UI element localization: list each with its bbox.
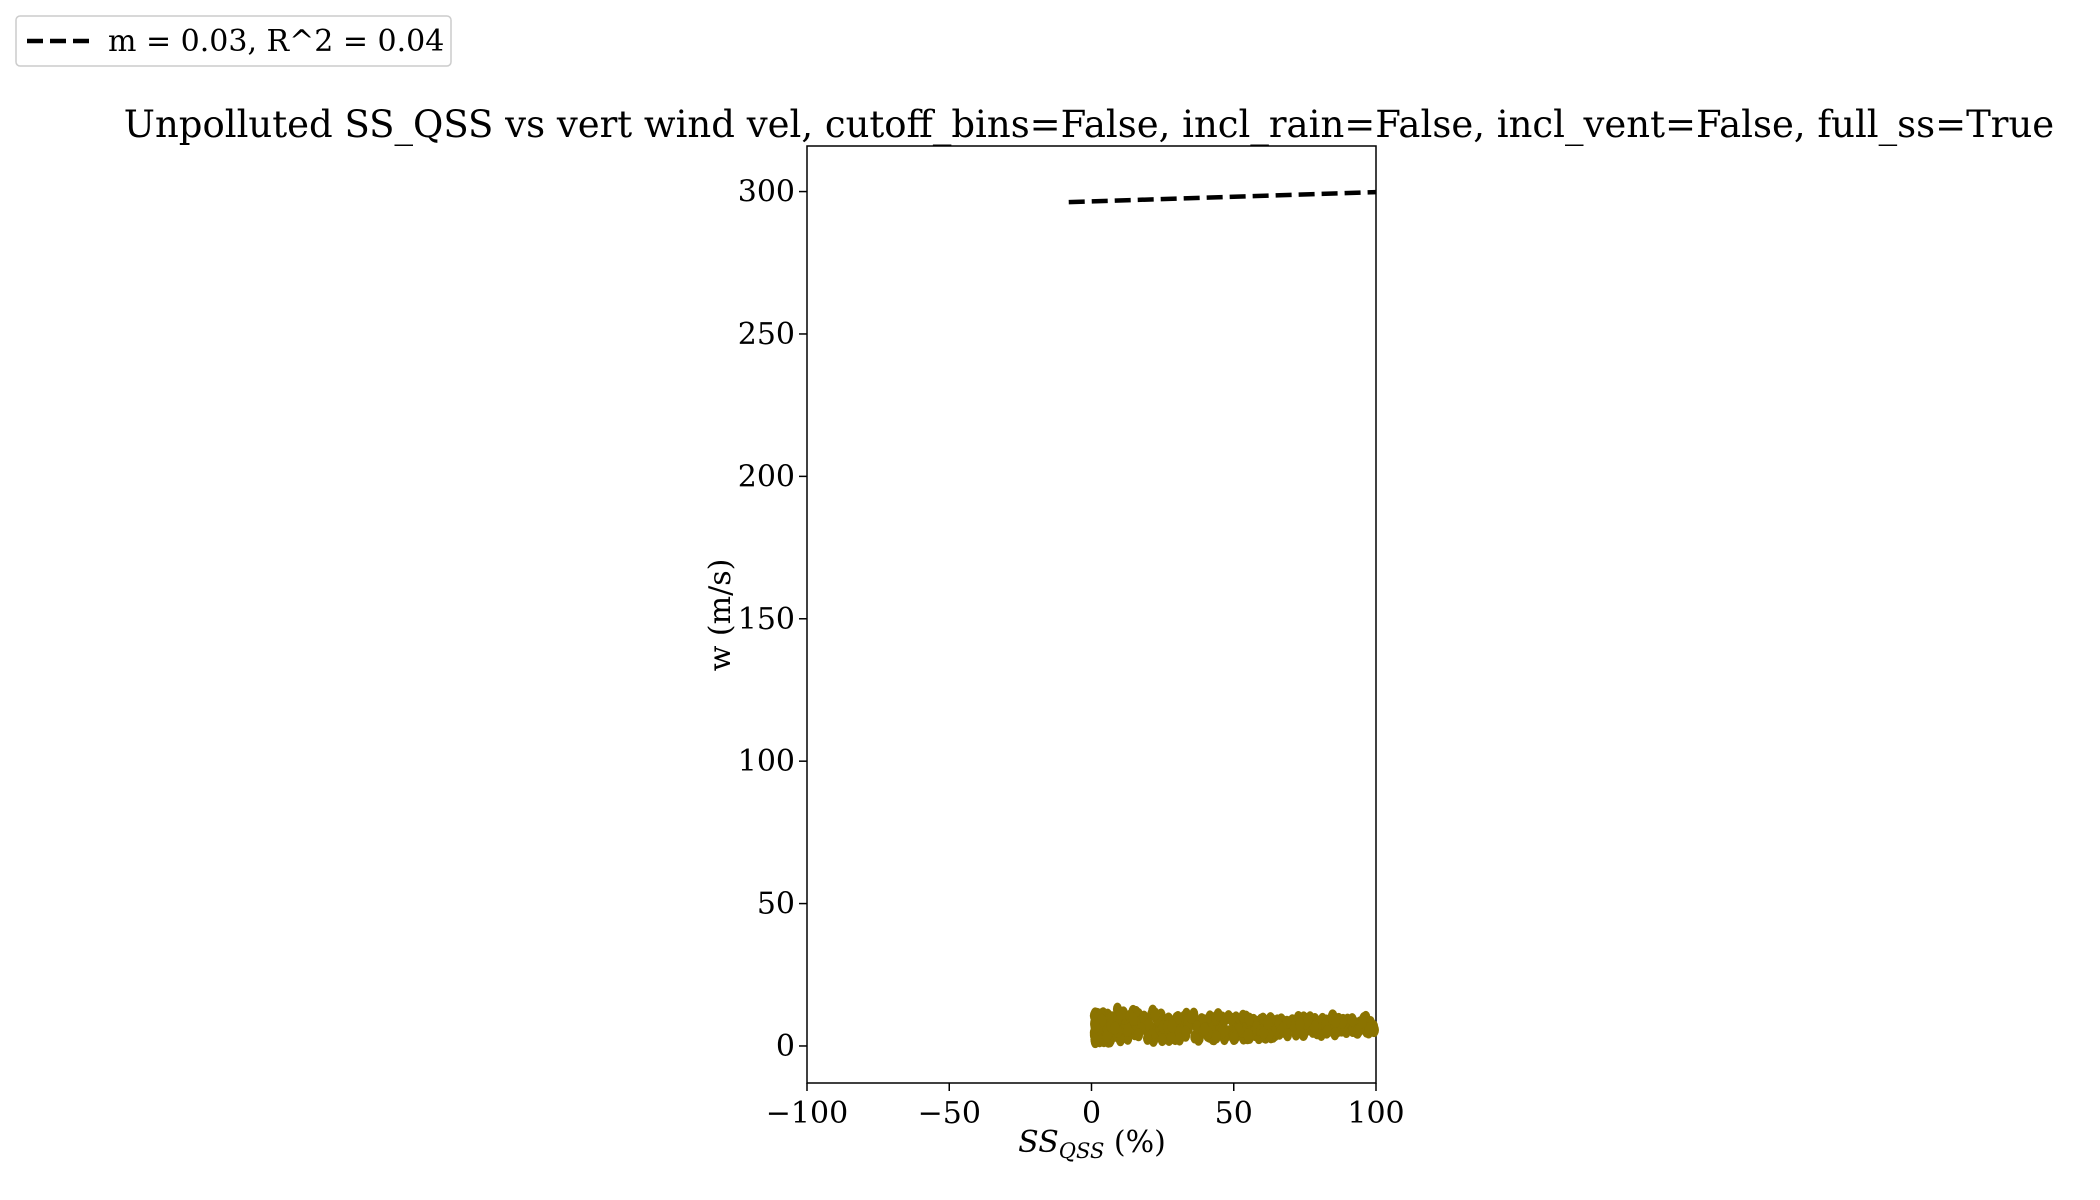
scatter-point xyxy=(1091,1020,1101,1034)
x-axis-label: SSQSS (%) xyxy=(1018,1125,1166,1163)
scatter-point xyxy=(1150,1007,1160,1021)
scatter-point xyxy=(1213,1008,1223,1022)
scatter-point xyxy=(1331,1014,1341,1028)
scatter-point xyxy=(1128,1012,1138,1027)
y-tick-label: 50 xyxy=(757,887,795,922)
scatter-point xyxy=(1181,1025,1191,1039)
y-tick-label: 0 xyxy=(776,1029,795,1064)
scatter-point xyxy=(1282,1028,1293,1042)
scatter-point xyxy=(1173,1010,1183,1025)
fit-line xyxy=(1068,189,1377,205)
fit-line-series xyxy=(1068,189,1377,205)
scatter-point xyxy=(1309,1020,1319,1034)
y-tick-label: 100 xyxy=(738,744,795,779)
scatter-point xyxy=(1157,1032,1167,1047)
x-axis-label-main: SS xyxy=(1018,1125,1059,1160)
scatter-point xyxy=(1244,1012,1254,1026)
scatter-point xyxy=(1298,1027,1308,1041)
scatter-point xyxy=(1322,1024,1332,1039)
y-tick-label: 200 xyxy=(738,459,795,494)
scatter-point xyxy=(1200,1022,1210,1036)
scatter-point xyxy=(1174,1032,1185,1046)
x-axis-ticks: −100 −50 0 50 100 xyxy=(766,1083,1405,1131)
scatter-point xyxy=(1211,1030,1221,1044)
scatter-point xyxy=(1259,1025,1269,1040)
scatter-point xyxy=(1364,1022,1374,1036)
legend-frame xyxy=(15,15,452,67)
y-tick-label: 150 xyxy=(738,602,795,637)
axes-frame xyxy=(806,145,1377,1084)
scatter-point xyxy=(1166,1031,1177,1045)
scatter-point xyxy=(1142,1031,1153,1045)
scatter-point xyxy=(1303,1013,1313,1027)
y-tick-label: 300 xyxy=(738,175,795,210)
scatter-point xyxy=(1186,1010,1196,1024)
scatter-point xyxy=(1220,1012,1230,1026)
scatter-point xyxy=(1347,1013,1357,1027)
legend-label: m = 0.03, R^2 = 0.04 xyxy=(108,24,444,59)
x-tick-label: 50 xyxy=(1215,1096,1253,1131)
scatter-point xyxy=(1133,1028,1144,1042)
plot-area xyxy=(806,145,1379,1084)
x-tick-label: 0 xyxy=(1082,1096,1101,1131)
scatter-point xyxy=(1190,1030,1200,1044)
y-tick-label: 250 xyxy=(738,317,795,352)
scatter-series xyxy=(1089,1002,1379,1049)
x-tick-label: −50 xyxy=(918,1096,981,1131)
scatter-point xyxy=(1357,1015,1367,1029)
x-tick-label: −100 xyxy=(766,1096,848,1131)
scatter-point xyxy=(1144,1017,1154,1031)
scatter-point xyxy=(1262,1016,1273,1030)
legend: m = 0.03, R^2 = 0.04 xyxy=(15,15,452,67)
scatter-point xyxy=(1167,1019,1177,1033)
x-axis-label-unit: (%) xyxy=(1104,1125,1165,1160)
chart-title: Unpolluted SS_QSS vs vert wind vel, cuto… xyxy=(124,103,2054,147)
scatter-point xyxy=(1102,1029,1112,1043)
scatter-point xyxy=(1330,1027,1340,1041)
scatter-point xyxy=(1110,1021,1120,1035)
scatter-point xyxy=(1226,1012,1236,1026)
x-axis-label-subscript: QSS xyxy=(1059,1139,1105,1163)
scatter-point xyxy=(1243,1028,1253,1042)
y-axis-label: w (m/s) xyxy=(703,559,738,672)
x-tick-label: 100 xyxy=(1347,1096,1404,1131)
scatter-point xyxy=(1229,1031,1239,1046)
y-axis-ticks: 0 50 100 150 200 250 300 xyxy=(738,175,807,1064)
scatter-point xyxy=(1123,1023,1133,1037)
scatter-point xyxy=(1295,1017,1305,1032)
